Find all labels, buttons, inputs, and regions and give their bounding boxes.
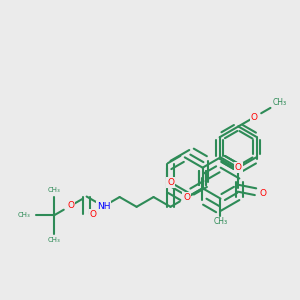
Text: O: O [260,189,267,198]
Text: O: O [235,163,242,172]
Text: O: O [67,201,74,210]
Text: NH: NH [97,202,110,211]
Text: CH₃: CH₃ [273,98,287,107]
Text: O: O [183,193,190,202]
Text: O: O [251,113,258,122]
Text: CH₃: CH₃ [213,218,227,226]
Text: CH₃: CH₃ [18,212,31,218]
Text: O: O [167,178,174,187]
Text: O: O [90,209,97,218]
Text: CH₃: CH₃ [48,238,61,244]
Text: CH₃: CH₃ [48,187,61,193]
